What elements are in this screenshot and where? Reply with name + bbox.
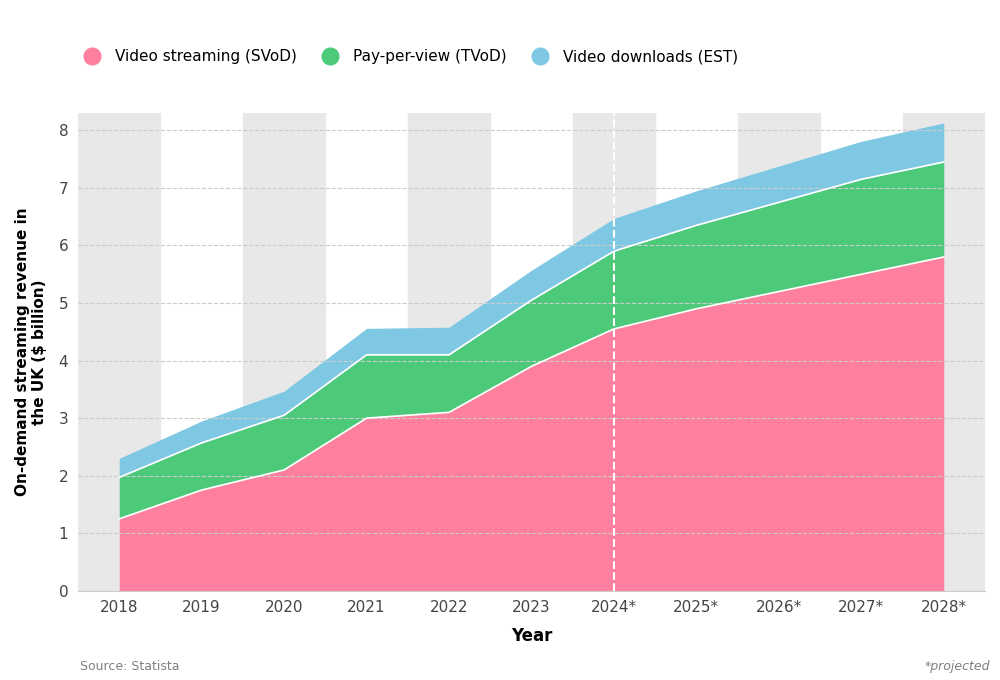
Bar — [243, 113, 325, 591]
Text: Source: Statista: Source: Statista — [80, 660, 180, 673]
Y-axis label: On-demand streaming revenue in
the UK ($ billion): On-demand streaming revenue in the UK ($… — [15, 207, 47, 496]
Bar — [408, 113, 490, 591]
Bar — [573, 113, 655, 591]
Text: *projected: *projected — [924, 660, 990, 673]
Bar — [903, 113, 985, 591]
Bar — [738, 113, 820, 591]
Legend: Video streaming (SVoD), Pay-per-view (TVoD), Video downloads (EST): Video streaming (SVoD), Pay-per-view (TV… — [77, 49, 738, 64]
Bar — [78, 113, 160, 591]
X-axis label: Year: Year — [511, 626, 552, 645]
